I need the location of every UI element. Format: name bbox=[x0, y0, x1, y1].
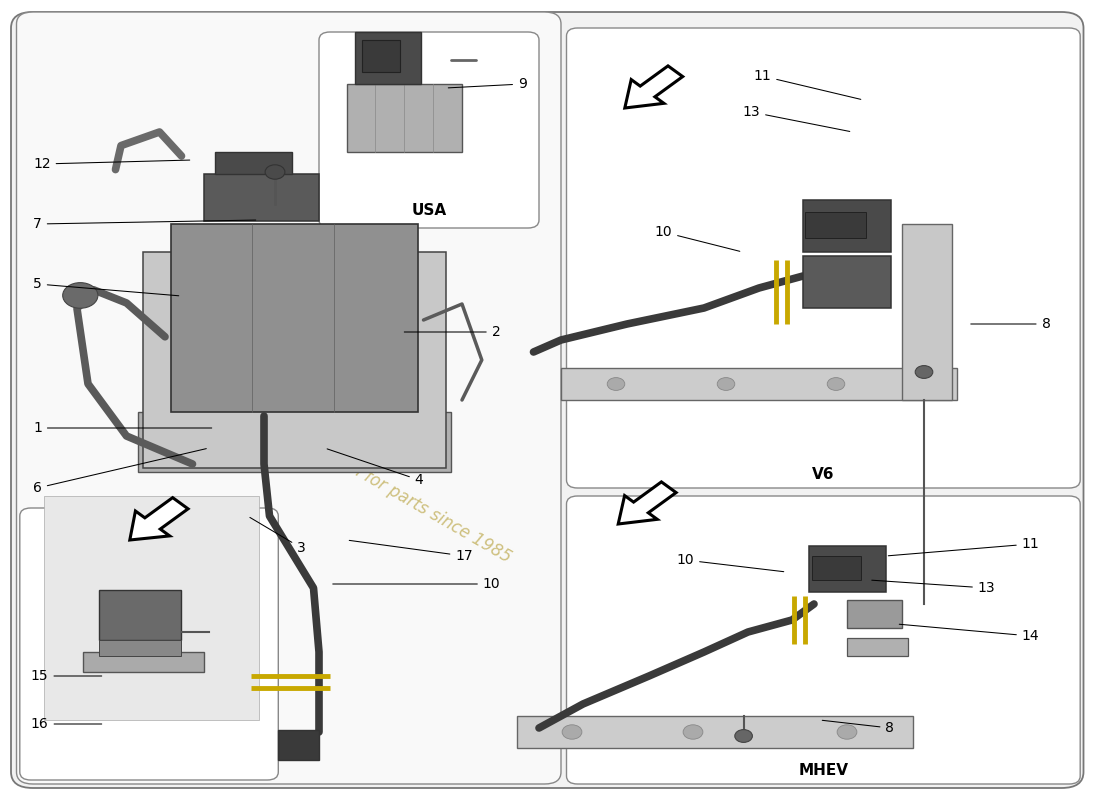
FancyBboxPatch shape bbox=[278, 730, 319, 760]
Text: 8: 8 bbox=[971, 317, 1050, 331]
Text: 10: 10 bbox=[676, 553, 783, 572]
Circle shape bbox=[607, 378, 625, 390]
Text: 15: 15 bbox=[31, 669, 101, 683]
FancyBboxPatch shape bbox=[902, 224, 952, 400]
Text: 6: 6 bbox=[33, 449, 207, 495]
Text: 13: 13 bbox=[872, 580, 996, 595]
Text: 17: 17 bbox=[350, 540, 473, 563]
FancyBboxPatch shape bbox=[16, 12, 561, 784]
FancyBboxPatch shape bbox=[11, 12, 1084, 788]
Circle shape bbox=[735, 730, 752, 742]
Circle shape bbox=[915, 366, 933, 378]
Circle shape bbox=[562, 725, 582, 739]
Circle shape bbox=[683, 725, 703, 739]
Text: 10: 10 bbox=[333, 577, 500, 591]
Text: V6: V6 bbox=[812, 466, 835, 482]
Text: 3: 3 bbox=[250, 518, 306, 555]
FancyBboxPatch shape bbox=[82, 652, 204, 672]
FancyBboxPatch shape bbox=[805, 212, 866, 238]
Polygon shape bbox=[618, 482, 676, 524]
Text: 12: 12 bbox=[33, 157, 189, 171]
Text: MHEV: MHEV bbox=[799, 762, 848, 778]
FancyBboxPatch shape bbox=[847, 600, 902, 628]
Text: 16: 16 bbox=[31, 717, 101, 731]
Text: 10: 10 bbox=[654, 225, 740, 251]
FancyBboxPatch shape bbox=[566, 496, 1080, 784]
Circle shape bbox=[827, 378, 845, 390]
FancyBboxPatch shape bbox=[847, 638, 907, 656]
FancyBboxPatch shape bbox=[566, 28, 1080, 488]
FancyBboxPatch shape bbox=[803, 256, 891, 308]
Text: 9: 9 bbox=[449, 77, 527, 91]
FancyBboxPatch shape bbox=[362, 40, 400, 72]
Circle shape bbox=[63, 282, 98, 308]
Text: 7: 7 bbox=[33, 217, 255, 231]
FancyBboxPatch shape bbox=[808, 546, 886, 592]
Text: 5: 5 bbox=[33, 277, 178, 296]
FancyBboxPatch shape bbox=[561, 368, 957, 400]
Polygon shape bbox=[625, 66, 683, 108]
FancyBboxPatch shape bbox=[138, 412, 451, 472]
Text: 8: 8 bbox=[823, 720, 894, 735]
Circle shape bbox=[265, 165, 285, 179]
Text: 1: 1 bbox=[33, 421, 211, 435]
Text: USA: USA bbox=[411, 203, 447, 218]
FancyBboxPatch shape bbox=[319, 32, 539, 228]
Circle shape bbox=[837, 725, 857, 739]
Text: 4: 4 bbox=[327, 449, 424, 487]
FancyBboxPatch shape bbox=[44, 496, 258, 720]
FancyBboxPatch shape bbox=[204, 174, 319, 221]
FancyBboxPatch shape bbox=[170, 224, 418, 412]
FancyBboxPatch shape bbox=[99, 640, 182, 656]
FancyBboxPatch shape bbox=[346, 84, 462, 152]
FancyBboxPatch shape bbox=[355, 32, 421, 84]
Polygon shape bbox=[130, 498, 188, 540]
Text: 2: 2 bbox=[405, 325, 500, 339]
Text: a passion for parts since 1985: a passion for parts since 1985 bbox=[288, 426, 515, 566]
Text: 11: 11 bbox=[889, 537, 1040, 556]
FancyBboxPatch shape bbox=[214, 152, 292, 174]
Text: 11: 11 bbox=[754, 69, 861, 99]
FancyBboxPatch shape bbox=[143, 252, 446, 468]
FancyBboxPatch shape bbox=[99, 590, 182, 640]
FancyBboxPatch shape bbox=[517, 716, 913, 748]
Text: 14: 14 bbox=[900, 624, 1040, 643]
Circle shape bbox=[717, 378, 735, 390]
FancyBboxPatch shape bbox=[803, 200, 891, 252]
FancyBboxPatch shape bbox=[20, 508, 278, 780]
FancyBboxPatch shape bbox=[812, 556, 861, 580]
Text: 13: 13 bbox=[742, 105, 850, 131]
